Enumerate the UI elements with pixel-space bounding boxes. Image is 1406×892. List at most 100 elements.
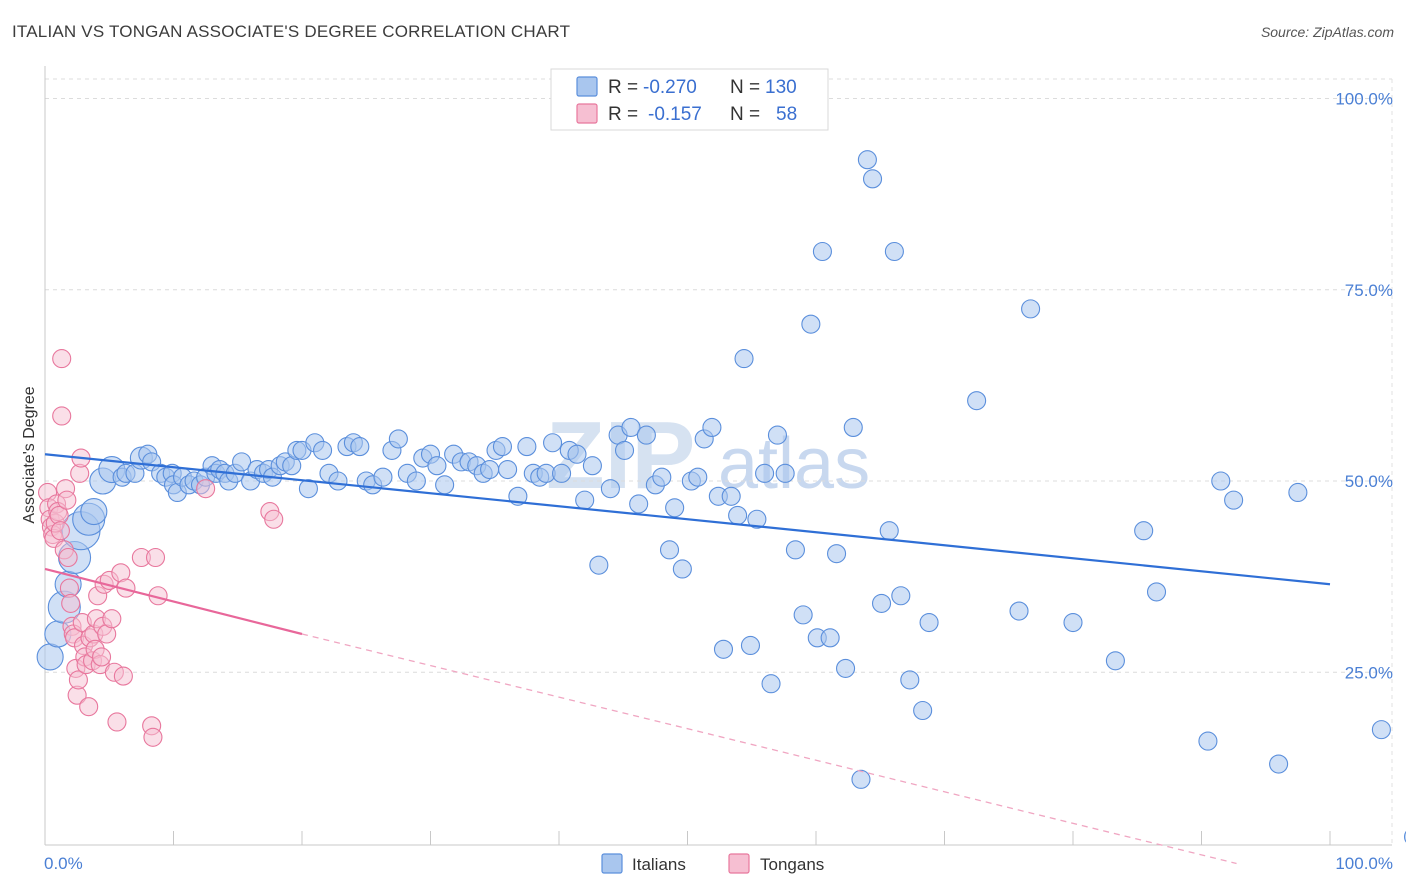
point-italians (480, 459, 500, 480)
x-tick-labels: 0.0% 100.0% (44, 854, 1393, 873)
point-tongans (264, 509, 284, 529)
point-italians (879, 521, 899, 541)
point-tongans (107, 712, 127, 732)
series-tongans (38, 349, 284, 747)
legend-n-value-tongans: 58 (776, 104, 797, 125)
y-tick-labels: 25.0% 50.0% 75.0% 100.0% (1335, 90, 1393, 683)
y-tick-label-100: 100.0% (1335, 90, 1393, 109)
series-italians (36, 150, 1406, 843)
point-italians (755, 463, 775, 483)
point-italians (740, 635, 761, 656)
point-italians (80, 498, 108, 526)
point-italians (435, 475, 455, 495)
point-italians (871, 593, 892, 613)
point-italians (589, 555, 609, 575)
point-italians (884, 241, 904, 262)
point-italians (672, 559, 692, 579)
point-italians (652, 467, 672, 487)
point-italians (552, 463, 572, 483)
point-italians (919, 612, 939, 633)
point-italians (636, 425, 656, 445)
point-italians (665, 498, 685, 518)
point-tongans (58, 547, 78, 568)
point-italians (1146, 582, 1167, 602)
point-italians (721, 486, 741, 506)
legend-swatch-italians (576, 76, 598, 97)
bottom-legend: Italians Tongans (601, 853, 824, 874)
legend-r-value-tongans: -0.157 (648, 104, 702, 125)
point-italians (827, 544, 847, 564)
point-italians (713, 639, 734, 659)
point-italians (1269, 754, 1289, 774)
point-italians (688, 467, 708, 487)
point-italians (857, 150, 877, 170)
point-italians (582, 456, 602, 476)
legend-r-label-italians: R = (608, 77, 638, 98)
x-tick-label-max: 100.0% (1335, 854, 1393, 873)
point-italians (621, 417, 641, 438)
point-italians (812, 241, 832, 262)
point-italians (785, 540, 805, 560)
point-italians (313, 440, 333, 460)
trend-line-italians (44, 453, 1331, 586)
point-tongans (61, 593, 81, 613)
point-italians (761, 674, 781, 694)
point-italians (406, 471, 426, 491)
legend: R = -0.270 N = 130 R = -0.157 N = 58 (550, 68, 829, 131)
point-italians (350, 437, 370, 457)
point-italians (575, 490, 595, 510)
axes (44, 66, 1392, 846)
point-tongans (52, 406, 72, 426)
y-tick-label-50: 50.0% (1345, 472, 1393, 491)
legend-swatch-tongans (576, 103, 598, 124)
point-italians (298, 479, 318, 499)
point-tongans (91, 647, 112, 667)
bottom-legend-swatch-tongans (728, 853, 750, 874)
point-italians (492, 437, 513, 457)
trend-line-tongans-extension (301, 633, 1237, 865)
point-italians (775, 463, 795, 483)
point-italians (851, 769, 871, 789)
point-tongans (113, 666, 133, 686)
point-italians (747, 509, 767, 529)
source-credit: Source: ZipAtlas.com (1260, 24, 1394, 40)
point-italians (793, 605, 813, 625)
y-axis-label: Associate's Degree (21, 386, 38, 523)
point-italians (728, 505, 748, 525)
legend-n-label-italians: N = (730, 77, 760, 98)
point-tongans (57, 490, 77, 510)
legend-n-value-italians: 130 (765, 77, 797, 98)
point-italians (1288, 482, 1308, 503)
x-tick-label-min: 0.0% (44, 854, 83, 873)
point-italians (1211, 471, 1231, 491)
legend-r-value-italians: -0.270 (643, 77, 697, 98)
point-italians (543, 433, 563, 453)
point-tongans (68, 670, 88, 690)
point-italians (373, 467, 393, 487)
point-italians (1021, 299, 1041, 319)
point-italians (232, 452, 252, 472)
bottom-legend-label-tongans: Tongans (760, 855, 824, 874)
point-italians (567, 444, 587, 464)
point-italians (517, 437, 537, 457)
point-italians (801, 314, 821, 334)
point-italians (659, 540, 680, 560)
bottom-legend-label-italians: Italians (632, 855, 686, 874)
point-tongans (79, 697, 99, 717)
point-italians (1063, 612, 1083, 633)
point-italians (614, 440, 635, 460)
point-tongans (50, 521, 70, 541)
point-italians (1134, 521, 1154, 541)
legend-r-label-tongans: R = (608, 104, 638, 125)
point-italians (836, 658, 856, 678)
point-italians (734, 349, 754, 369)
point-tongans (145, 547, 166, 568)
y-tick-label-75: 75.0% (1345, 281, 1393, 300)
point-italians (900, 670, 920, 690)
point-tongans (196, 479, 216, 499)
trend-line-tongans (44, 567, 303, 636)
point-italians (36, 643, 64, 671)
point-italians (862, 169, 883, 189)
point-italians (1224, 490, 1244, 510)
